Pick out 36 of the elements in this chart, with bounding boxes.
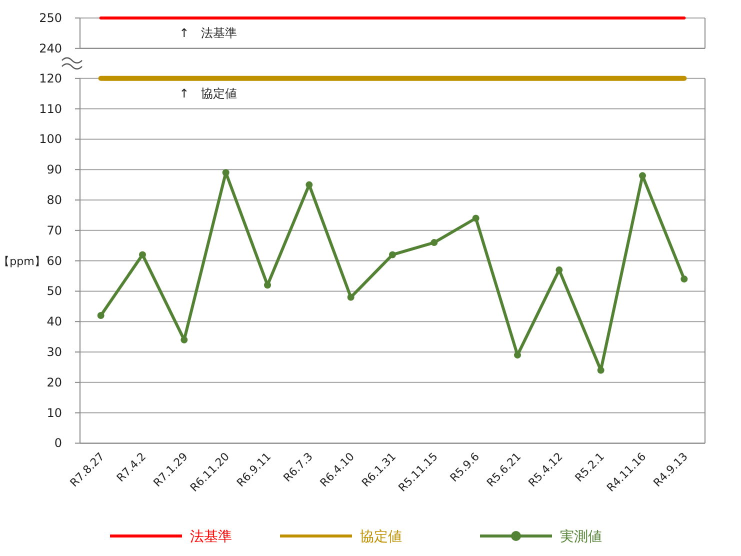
y-tick-label: 80 [46,193,62,207]
point [347,294,354,301]
y-tick-label: 240 [39,41,62,56]
point [472,214,480,222]
y-tick-label: 110 [39,102,62,116]
point [264,282,271,289]
y-tick-label: 20 [46,375,62,390]
point [222,169,230,176]
y-tick-label: 90 [46,162,62,177]
point [514,352,521,359]
y-tick-label: 10 [46,406,62,420]
y-tick-label: 30 [46,345,62,359]
point [306,181,313,188]
y-tick-label: 40 [46,314,62,329]
point [639,172,646,180]
y-tick-label: 0 [54,436,62,450]
point [139,251,146,258]
y-tick-label: 100 [39,132,62,146]
point [597,366,604,374]
point [556,266,563,274]
point [97,312,104,320]
point [430,239,438,246]
annotation: ↑ 法基準 [179,26,238,40]
text: 実測値 [560,529,602,545]
y-tick-label: 120 [39,71,62,86]
y-tick-label: 250 [39,11,62,25]
y-axis-title: 【ppm】 [0,254,46,268]
y-tick-label: 50 [46,284,62,298]
point [389,251,396,258]
y-tick-label: 60 [46,254,62,268]
point [680,276,688,283]
y-tick-label: 70 [46,223,62,238]
text: 法基準 [190,529,232,545]
annotation: ↑ 協定値 [179,86,238,100]
point [180,336,188,344]
text: 協定値 [360,529,402,545]
